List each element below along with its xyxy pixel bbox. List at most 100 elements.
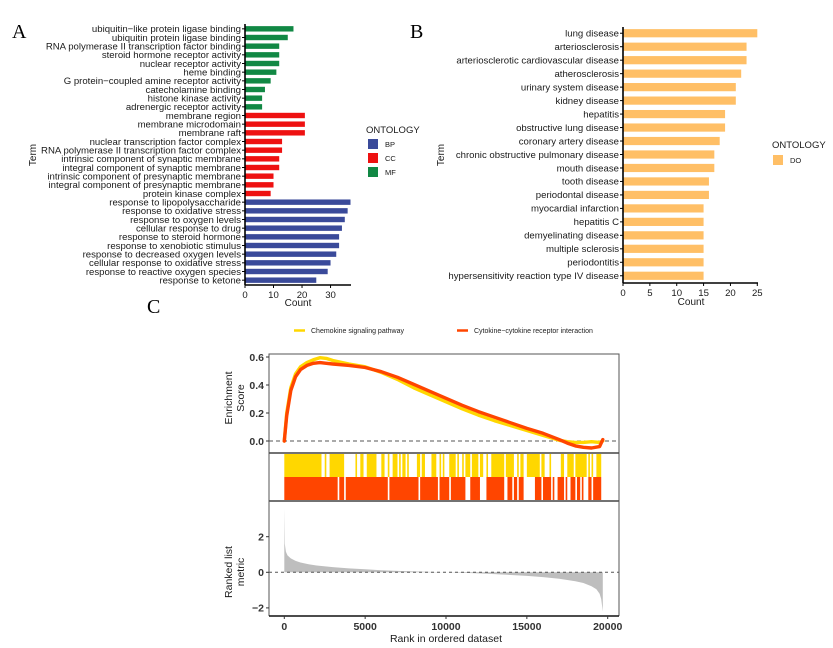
bar xyxy=(623,29,758,38)
bar xyxy=(245,95,263,101)
term-label: periodontal disease xyxy=(536,190,619,201)
hit-segment xyxy=(541,454,545,477)
gene-hit-barcode xyxy=(284,454,602,500)
x-tick-label: 10 xyxy=(671,288,682,299)
bar xyxy=(623,96,736,105)
ranked-metric-area xyxy=(284,508,603,612)
x-tick-label: 20 xyxy=(725,288,736,299)
hit-segment xyxy=(399,454,401,477)
bar xyxy=(245,52,280,58)
hit-segment xyxy=(381,454,385,477)
panel-b-bars xyxy=(623,29,758,280)
panel-b-legend: ONTOLOGY DO xyxy=(772,140,826,165)
hit-segment xyxy=(552,477,555,500)
hit-segment xyxy=(471,454,479,477)
term-label: hepatitis xyxy=(583,109,619,120)
y-tick-label: 0.0 xyxy=(249,436,264,448)
term-label: coronary artery disease xyxy=(519,136,619,147)
bar xyxy=(245,190,271,197)
bar xyxy=(245,86,265,93)
bar xyxy=(245,104,263,110)
bar xyxy=(245,78,271,84)
legend-label: Cytokine−cytokine receptor interaction xyxy=(474,328,593,335)
bar xyxy=(245,225,342,231)
hit-segment xyxy=(505,454,514,477)
x-tick-label: 25 xyxy=(752,288,763,299)
term-label: hypersensitivity reaction type IV diseas… xyxy=(448,271,619,282)
x-tick-label: 20 xyxy=(297,290,308,301)
bar xyxy=(623,83,736,92)
panel-a-x-ticks: 0 10 20 30 xyxy=(242,285,336,301)
term-label: response to oxidative stress xyxy=(122,206,241,217)
hit-segment xyxy=(588,477,592,500)
term-label: response to decreased oxygen levels xyxy=(83,249,242,260)
hit-segment xyxy=(360,454,364,477)
bar xyxy=(245,130,305,136)
enrichment-score-frame xyxy=(268,353,620,454)
enrichment-score-y-title-line2: Score xyxy=(235,384,247,412)
bar xyxy=(245,260,331,266)
term-label: arteriosclerosis xyxy=(554,42,619,53)
hit-segment xyxy=(284,477,338,500)
hit-segment xyxy=(565,477,568,500)
bar xyxy=(623,109,726,119)
hit-segment xyxy=(479,454,484,477)
bar xyxy=(623,123,726,132)
hit-segment xyxy=(543,477,552,500)
y-tick-label: 0.6 xyxy=(249,352,264,364)
legend-swatch xyxy=(368,167,378,177)
term-label: tooth disease xyxy=(562,177,619,188)
bar xyxy=(623,136,720,146)
term-label: demyelinating disease xyxy=(524,231,619,242)
hit-segment xyxy=(421,454,425,477)
panel-b-term-labels: lung disease arteriosclerosis arterioscler… xyxy=(448,29,623,282)
bar xyxy=(245,268,328,275)
hit-segment xyxy=(517,454,519,477)
legend-label: BP xyxy=(385,140,395,149)
term-label: cellular response to drug xyxy=(136,223,241,234)
panel-letter-a: A xyxy=(12,21,27,43)
hit-segment xyxy=(560,454,565,477)
hit-segment xyxy=(442,454,445,477)
hit-segment xyxy=(570,477,576,500)
term-label: cellular response to oxidative stress xyxy=(89,258,241,269)
hit-segment xyxy=(284,454,322,477)
term-label: periodontitis xyxy=(567,258,619,269)
panel-b-do-bar-chart: lung disease arteriosclerosis arterioscler… xyxy=(436,27,826,308)
hit-segment xyxy=(450,477,466,500)
bar xyxy=(245,242,340,249)
term-label: response to ketone xyxy=(159,275,241,286)
term-label: heme binding xyxy=(183,67,241,78)
legend-swatch xyxy=(368,139,378,149)
y-tick-label: 0.4 xyxy=(249,380,264,392)
bar xyxy=(245,156,280,162)
term-label: arteriosclerotic cardiovascular disease xyxy=(456,55,619,66)
bar xyxy=(245,147,283,153)
hit-segment xyxy=(389,477,419,500)
term-label: ubiquitin protein ligase binding xyxy=(112,33,241,44)
rank-x-axis-title: Rank in ordered dataset xyxy=(390,633,502,645)
term-label: response to xenobiotic stimulus xyxy=(107,241,241,252)
x-tick-label: 5000 xyxy=(353,621,377,633)
hit-segment xyxy=(431,454,437,477)
hit-segment xyxy=(491,454,505,477)
term-label: chronic obstructive pulmonary disease xyxy=(456,150,619,161)
x-tick-label: 30 xyxy=(325,290,336,301)
term-label: lung disease xyxy=(565,29,619,40)
term-label: RNA polymerase II transcription factor c… xyxy=(41,145,241,156)
bar xyxy=(245,173,274,179)
legend-label: DO xyxy=(790,156,801,165)
term-label: intrinsic component of synaptic membrane xyxy=(61,154,241,165)
hit-segment xyxy=(520,454,524,477)
hit-segment xyxy=(402,454,406,477)
hit-segment xyxy=(513,477,518,500)
enrichment-score-y-title-line1: Enrichment xyxy=(223,371,235,424)
bar xyxy=(245,26,294,32)
x-tick-label: 15000 xyxy=(512,621,541,633)
panel-b-x-axis-title: Count xyxy=(678,297,705,308)
bar xyxy=(245,277,317,283)
legend-swatch xyxy=(368,153,378,163)
bar xyxy=(623,244,704,253)
bar xyxy=(245,34,288,41)
